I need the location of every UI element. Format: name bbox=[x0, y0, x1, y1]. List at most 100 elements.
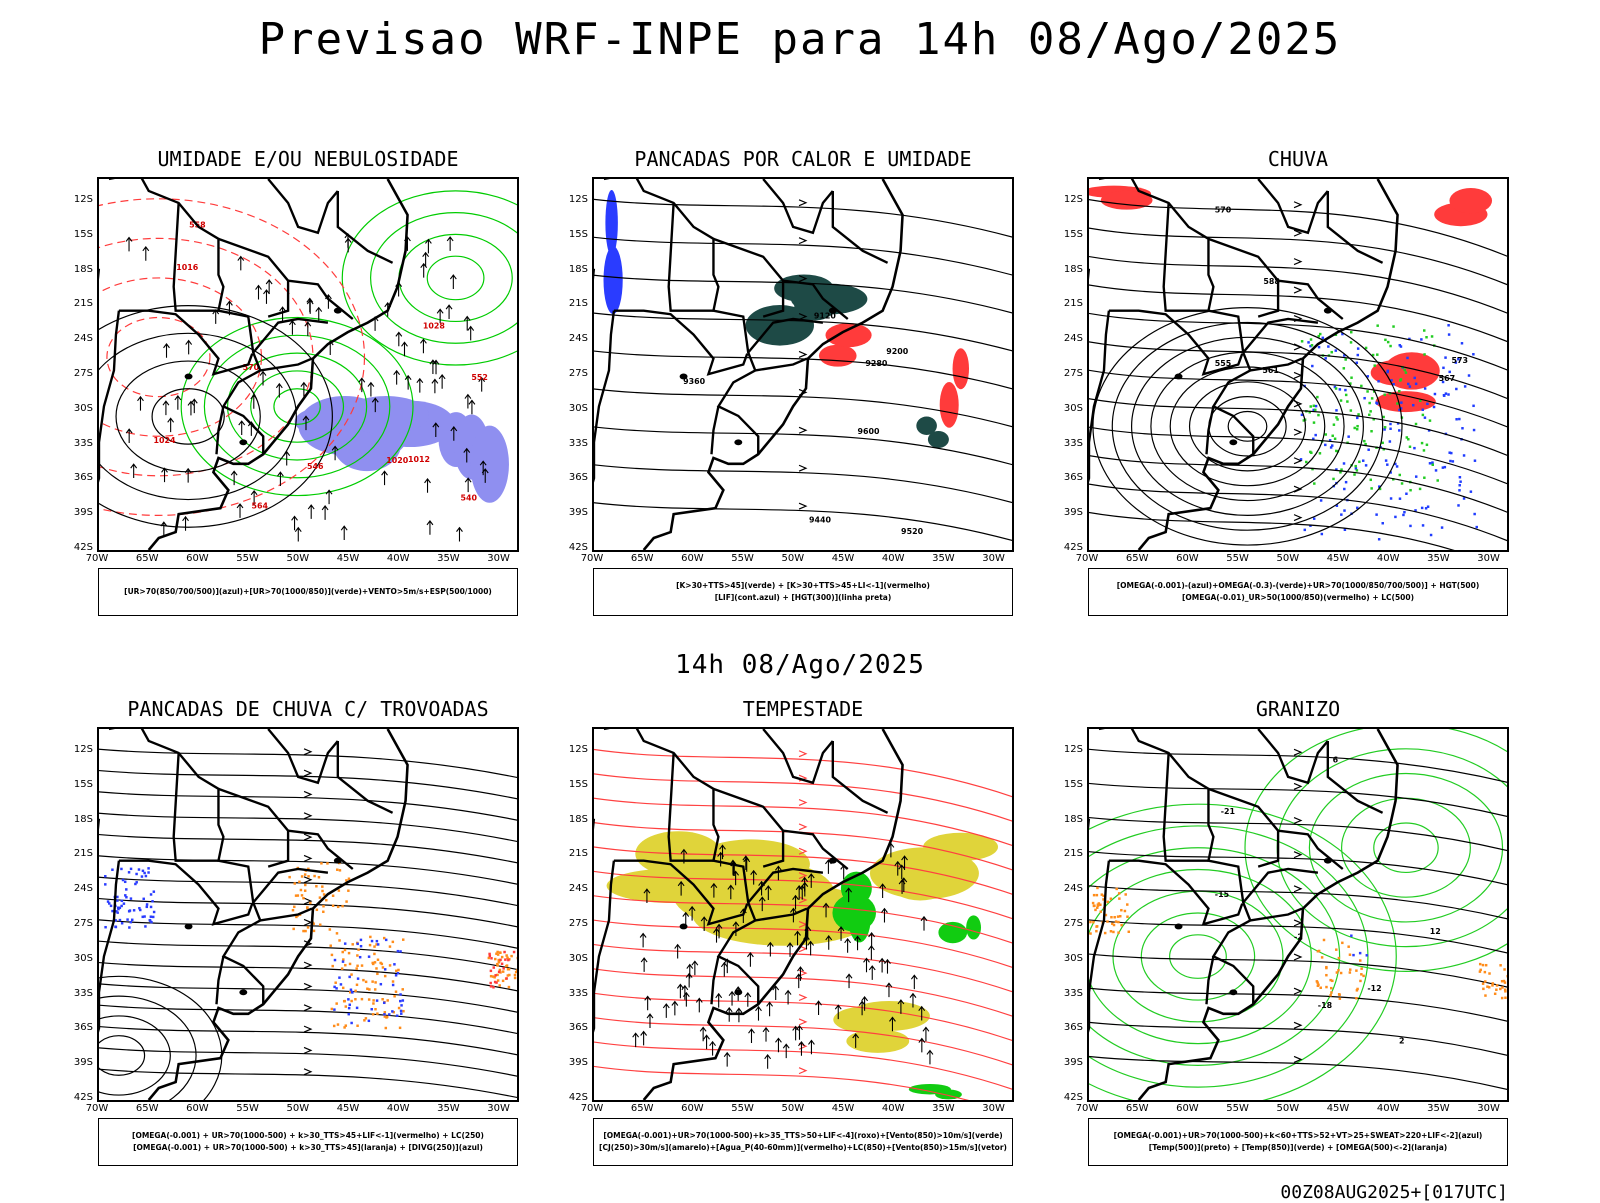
thunder-cell-orange bbox=[354, 990, 356, 992]
wind-arrow bbox=[394, 371, 400, 385]
thunder-cell-orange bbox=[381, 998, 383, 1000]
longitude-label: 65W bbox=[132, 553, 162, 564]
divergence-cell-blue bbox=[107, 900, 109, 902]
wind-vector bbox=[747, 953, 753, 967]
omega-cell-orange bbox=[1124, 893, 1126, 895]
thunder-cell-orange bbox=[372, 1013, 374, 1015]
latitude-label: 12S bbox=[1055, 194, 1083, 205]
rain-cell-green bbox=[1340, 399, 1342, 401]
rain-cell-green bbox=[1384, 426, 1386, 428]
longitude-label: 50W bbox=[1273, 1103, 1303, 1114]
rain-cell-blue bbox=[1343, 509, 1345, 511]
divergence-cell-blue bbox=[141, 875, 143, 877]
thunder-cell-orange bbox=[345, 1005, 347, 1007]
divergence-cell-blue bbox=[348, 1013, 350, 1015]
border-line bbox=[833, 741, 888, 813]
thunder-cell-orange bbox=[350, 1000, 352, 1002]
rain-cell-blue bbox=[1335, 349, 1337, 351]
omega-cell-orange bbox=[1126, 915, 1128, 917]
precipitable-water-contour bbox=[594, 968, 1012, 1017]
omega-cell-orange bbox=[1092, 902, 1094, 904]
flow-arrow bbox=[1294, 954, 1301, 960]
thunder-cell-orange bbox=[372, 1002, 374, 1004]
divergence-cell-blue bbox=[400, 1012, 402, 1014]
flow-arrow bbox=[304, 813, 311, 819]
thunder-cell-red bbox=[492, 986, 494, 988]
omega-cell-orange bbox=[1128, 931, 1130, 933]
wind-area-green bbox=[909, 1084, 951, 1094]
streamline bbox=[1089, 227, 1507, 286]
flow-arrow bbox=[799, 800, 806, 806]
thunder-cell-orange bbox=[514, 974, 516, 976]
rain-cell-green bbox=[1310, 338, 1312, 340]
rain-cell-blue bbox=[1400, 345, 1402, 347]
rain-cell-green bbox=[1396, 402, 1398, 404]
flow-arrow bbox=[1294, 920, 1301, 926]
divergence-cell-blue bbox=[123, 902, 125, 904]
thunder-cell-orange bbox=[301, 894, 303, 896]
coastline bbox=[149, 729, 408, 1100]
wind-arrow bbox=[295, 528, 301, 542]
lake-mark bbox=[680, 373, 688, 379]
rain-cell-green bbox=[1356, 428, 1358, 430]
longitude-label: 55W bbox=[233, 553, 263, 564]
latitude-label: 36S bbox=[560, 1022, 588, 1033]
contour-label: 9200 bbox=[886, 347, 909, 356]
border-line bbox=[1208, 789, 1278, 867]
lifted-index-contour bbox=[604, 246, 623, 314]
wind-arrow bbox=[143, 247, 149, 261]
contour-label: 9520 bbox=[901, 527, 924, 536]
rain-cell-blue bbox=[1386, 463, 1388, 465]
rain-cell-blue bbox=[1375, 513, 1377, 515]
omega-cell-orange bbox=[1104, 932, 1106, 934]
geopotential-contour bbox=[1209, 397, 1286, 456]
wind-arrow bbox=[446, 305, 452, 319]
rain-cell-blue bbox=[1474, 459, 1476, 461]
latitude-label: 42S bbox=[1055, 542, 1083, 553]
rain-cell-green bbox=[1383, 393, 1385, 395]
thunder-cell-orange bbox=[508, 968, 510, 970]
wind-vector bbox=[886, 983, 892, 997]
omega-cell-orange bbox=[1126, 903, 1128, 905]
rain-cell-blue bbox=[1452, 460, 1454, 462]
flow-arrow bbox=[1294, 287, 1301, 293]
longitude-label: 30W bbox=[1474, 1103, 1504, 1114]
thunder-cell-orange bbox=[341, 905, 343, 907]
legend-box-granizo: [OMEGA(-0.001)+UR>70(1000-500)+k<60+TTS>… bbox=[1088, 1118, 1508, 1166]
divergence-cell-blue bbox=[356, 943, 358, 945]
flow-arrow bbox=[304, 983, 311, 989]
rain-cell-blue bbox=[1458, 484, 1460, 486]
divergence-cell-blue bbox=[120, 868, 122, 870]
omega-cell-orange bbox=[1113, 916, 1115, 918]
wind-arrow bbox=[266, 280, 272, 294]
thunder-cell-orange bbox=[363, 1019, 365, 1021]
lake-mark bbox=[734, 439, 742, 445]
omega-cell-orange bbox=[1503, 968, 1505, 970]
rain-cell-blue bbox=[1413, 447, 1415, 449]
wind-arrow bbox=[468, 327, 474, 341]
omega-cell-orange bbox=[1112, 931, 1114, 933]
streamline bbox=[1089, 483, 1507, 542]
rain-cell-blue bbox=[1447, 393, 1449, 395]
thunder-cell-orange bbox=[374, 988, 376, 990]
wind-arrow bbox=[427, 521, 433, 535]
thunder-cell-orange bbox=[350, 973, 352, 975]
wind-arrow bbox=[465, 478, 471, 492]
divergence-cell-blue bbox=[130, 897, 132, 899]
wind-arrow bbox=[264, 290, 270, 304]
border-line bbox=[1258, 179, 1328, 233]
rain-cell-blue bbox=[1318, 346, 1320, 348]
wind-arrow bbox=[322, 506, 328, 520]
divergence-cell-blue bbox=[335, 987, 337, 989]
thunder-cell-orange bbox=[338, 939, 340, 941]
temp850-contour-green bbox=[1277, 749, 1507, 947]
thunder-cell-orange bbox=[336, 932, 338, 934]
thunder-cell-orange bbox=[385, 1027, 387, 1029]
border-line bbox=[216, 956, 223, 1004]
divergence-cell-blue bbox=[380, 983, 382, 985]
wind-vector bbox=[686, 974, 692, 988]
panel-title-chuva: CHUVA bbox=[1068, 147, 1528, 171]
contour-label: 1024 bbox=[153, 436, 176, 445]
geopotential-contour bbox=[1093, 308, 1402, 545]
